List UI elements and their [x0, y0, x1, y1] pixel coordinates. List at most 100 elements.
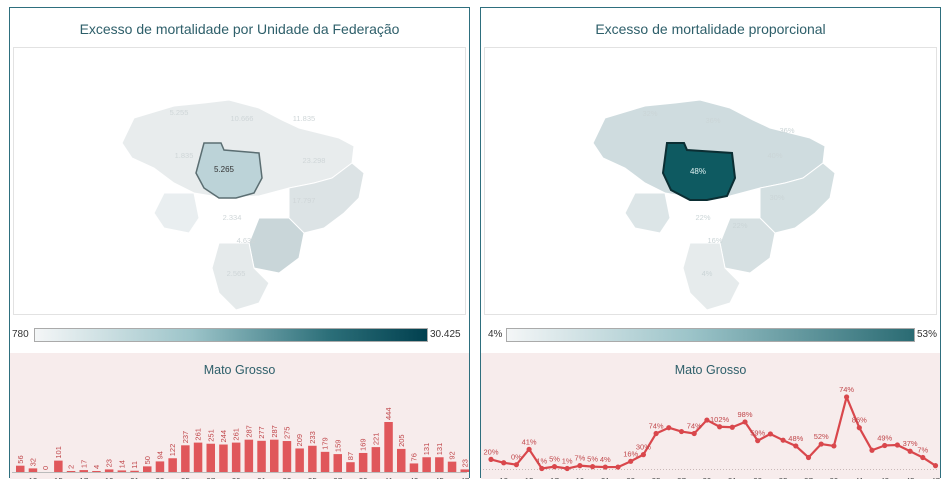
- brazil-map[interactable]: 5.265 10.666 11.835 23.298 17.797 2.334 …: [13, 47, 466, 315]
- data-point[interactable]: [793, 443, 799, 449]
- bar[interactable]: [28, 468, 38, 472]
- data-point[interactable]: [920, 454, 926, 461]
- bar[interactable]: [333, 454, 343, 472]
- bar[interactable]: [181, 445, 190, 472]
- bar[interactable]: [409, 463, 419, 472]
- data-point[interactable]: [818, 441, 824, 447]
- bar[interactable]: [206, 443, 216, 472]
- data-label: 41%: [522, 437, 537, 446]
- bar[interactable]: [92, 471, 101, 472]
- map-region-north[interactable]: [592, 99, 826, 199]
- data-point[interactable]: [856, 425, 862, 431]
- data-point[interactable]: [564, 465, 570, 472]
- map-region-north[interactable]: [121, 99, 355, 199]
- bar[interactable]: [308, 445, 317, 472]
- weekly-line-chart[interactable]: 20%0%41%1% 5% 1% 7% 5% 4%16%30%74% 74%102%98%5…: [481, 353, 940, 479]
- data-point[interactable]: [729, 424, 735, 430]
- brazil-map-svg[interactable]: 48% 32% 36% 40% 30% 22% 22% 16% 36% 4%: [485, 48, 936, 314]
- bar[interactable]: [66, 471, 76, 472]
- data-point[interactable]: [907, 448, 913, 454]
- bar[interactable]: [104, 469, 114, 472]
- data-point[interactable]: [513, 462, 519, 468]
- map-region-west[interactable]: [153, 192, 200, 234]
- data-point[interactable]: [640, 452, 646, 458]
- data-point[interactable]: [704, 417, 710, 423]
- data-point[interactable]: [628, 458, 634, 464]
- bar-value-label: 122: [168, 444, 177, 457]
- data-point[interactable]: [742, 419, 748, 425]
- legend-min: 780: [12, 329, 29, 340]
- bar[interactable]: [295, 448, 304, 472]
- bar[interactable]: [282, 441, 292, 472]
- bar[interactable]: [231, 442, 241, 472]
- data-label: 86%: [852, 416, 867, 425]
- data-point[interactable]: [894, 442, 900, 448]
- data-point[interactable]: [577, 463, 583, 469]
- bar[interactable]: [320, 451, 330, 472]
- map-region-south[interactable]: [682, 242, 741, 311]
- data-point[interactable]: [805, 454, 812, 461]
- bar[interactable]: [257, 440, 266, 472]
- data-point[interactable]: [615, 464, 621, 470]
- bar[interactable]: [384, 422, 393, 472]
- bar[interactable]: [447, 461, 457, 472]
- bar[interactable]: [130, 470, 139, 472]
- data-point[interactable]: [780, 437, 786, 443]
- bar-value-label: 131: [435, 443, 444, 456]
- data-point[interactable]: [666, 425, 672, 431]
- bar[interactable]: [16, 465, 25, 472]
- data-point[interactable]: [602, 464, 608, 470]
- data-point[interactable]: [653, 430, 659, 437]
- map-region-west[interactable]: [624, 192, 671, 234]
- map-state-mato-grosso[interactable]: [661, 142, 737, 201]
- bar[interactable]: [371, 447, 381, 472]
- data-point[interactable]: [869, 447, 875, 453]
- data-point[interactable]: [717, 424, 723, 430]
- bar[interactable]: [193, 442, 203, 472]
- bar[interactable]: [143, 466, 152, 472]
- data-point[interactable]: [539, 465, 545, 472]
- data-point[interactable]: [831, 443, 837, 449]
- data-point[interactable]: [882, 442, 888, 449]
- data-point[interactable]: [691, 430, 697, 437]
- data-point[interactable]: [488, 456, 494, 462]
- map-label: 17.797: [293, 196, 316, 205]
- data-point[interactable]: [678, 428, 685, 435]
- bar[interactable]: [270, 439, 279, 472]
- data-point[interactable]: [844, 394, 850, 400]
- map-region-southeast[interactable]: [248, 217, 305, 274]
- bar-value-label: 169: [359, 438, 368, 451]
- data-point[interactable]: [767, 431, 773, 437]
- legend-gradient: [506, 328, 915, 342]
- bar[interactable]: [435, 457, 444, 472]
- data-point[interactable]: [501, 460, 507, 466]
- data-point[interactable]: [932, 463, 939, 469]
- data-point[interactable]: [590, 464, 596, 470]
- brazil-map[interactable]: 48% 32% 36% 40% 30% 22% 22% 16% 36% 4%: [484, 47, 937, 315]
- map-label: 11.835: [293, 114, 315, 123]
- bar[interactable]: [346, 462, 355, 472]
- bar[interactable]: [460, 469, 470, 472]
- bar[interactable]: [244, 439, 254, 472]
- bar[interactable]: [168, 458, 177, 472]
- brazil-map-svg[interactable]: 5.265 10.666 11.835 23.298 17.797 2.334 …: [14, 48, 465, 314]
- data-point[interactable]: [526, 446, 532, 452]
- data-label: 0%: [511, 453, 522, 462]
- data-point[interactable]: [755, 438, 761, 444]
- data-point[interactable]: [551, 464, 558, 470]
- data-label: 49%: [877, 433, 892, 442]
- bar[interactable]: [358, 452, 368, 472]
- bar[interactable]: [219, 444, 228, 472]
- bar[interactable]: [155, 461, 165, 472]
- bar[interactable]: [79, 470, 89, 472]
- bar-value-label: 23: [460, 459, 469, 467]
- map-region-south[interactable]: [211, 242, 270, 311]
- bar[interactable]: [422, 457, 431, 472]
- bar-value-label: 101: [54, 446, 63, 459]
- bar[interactable]: [117, 470, 127, 472]
- bar-value-label: 244: [219, 430, 228, 443]
- bar[interactable]: [397, 448, 406, 472]
- bar[interactable]: [54, 460, 63, 472]
- map-state-mato-grosso[interactable]: [195, 142, 263, 199]
